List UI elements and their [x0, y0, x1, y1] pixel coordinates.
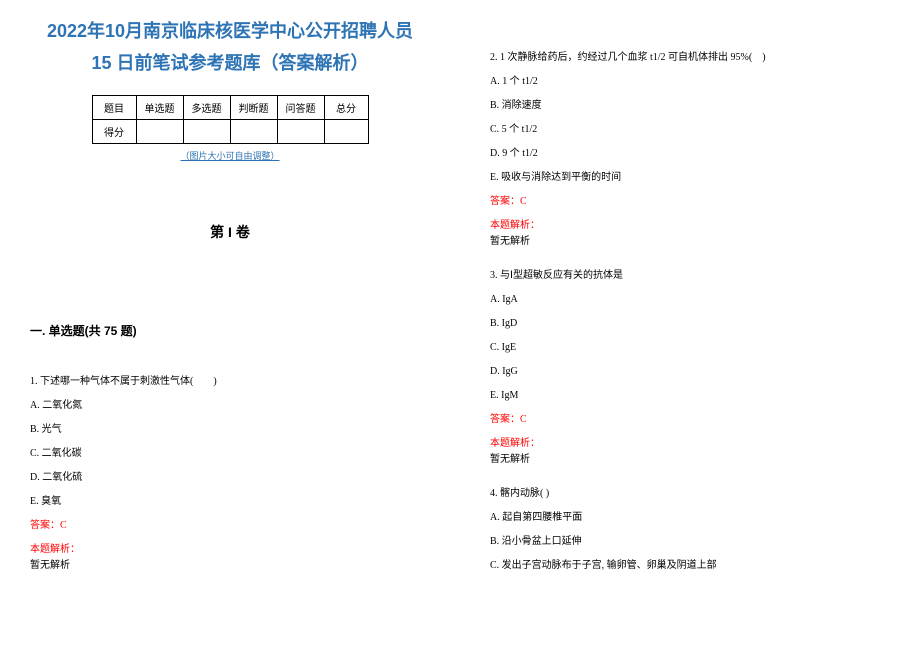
- section-heading: 一. 单选题(共 75 题): [30, 322, 430, 339]
- image-size-note: （图片大小可自由调整）: [30, 149, 430, 162]
- answer: 答案：C: [30, 518, 430, 534]
- question-block: 1. 下述哪一种气体不属于刺激性气体( ) A. 二氧化氮 B. 光气 C. 二…: [30, 374, 430, 574]
- score-th: 多选题: [183, 95, 230, 119]
- question-stem: 2. 1 次静脉给药后，约经过几个血浆 t1/2 可自机体排出 95%( ): [490, 50, 890, 66]
- score-table-header-row: 题目 单选题 多选题 判断题 问答题 总分: [92, 95, 368, 119]
- score-cell: [324, 119, 368, 143]
- option: A. 起自第四腰椎平面: [490, 510, 890, 526]
- option: B. IgD: [490, 316, 890, 332]
- option: D. 9 个 t1/2: [490, 146, 890, 162]
- question-stem: 3. 与Ⅰ型超敏反应有关的抗体是: [490, 268, 890, 284]
- analysis-label: 本题解析：: [490, 218, 890, 234]
- score-cell: [230, 119, 277, 143]
- analysis-body: 暂无解析: [30, 558, 430, 574]
- question-block: 4. 髂内动脉( ) A. 起自第四腰椎平面 B. 沿小骨盆上口延伸 C. 发出…: [490, 486, 890, 574]
- score-th: 判断题: [230, 95, 277, 119]
- option: C. IgE: [490, 340, 890, 356]
- volume-heading: 第 I 卷: [30, 222, 430, 242]
- analysis-body: 暂无解析: [490, 234, 890, 250]
- option: B. 沿小骨盆上口延伸: [490, 534, 890, 550]
- answer: 答案：C: [490, 194, 890, 210]
- question-stem: 1. 下述哪一种气体不属于刺激性气体( ): [30, 374, 430, 390]
- score-th: 单选题: [136, 95, 183, 119]
- option: B. 消除速度: [490, 98, 890, 114]
- option: E. 臭氧: [30, 494, 430, 510]
- column-right: 2. 1 次静脉给药后，约经过几个血浆 t1/2 可自机体排出 95%( ) A…: [460, 0, 920, 651]
- answer: 答案：C: [490, 412, 890, 428]
- option: A. 二氧化氮: [30, 398, 430, 414]
- analysis-label: 本题解析：: [490, 436, 890, 452]
- score-th: 问答题: [277, 95, 324, 119]
- question-stem: 4. 髂内动脉( ): [490, 486, 890, 502]
- option: A. 1 个 t1/2: [490, 74, 890, 90]
- page-title-line1: 2022年10月南京临床核医学中心公开招聘人员: [30, 15, 430, 47]
- score-th: 总分: [324, 95, 368, 119]
- option: E. 吸收与消除达到平衡的时间: [490, 170, 890, 186]
- option: C. 发出子宫动脉布于子宫, 输卵管、卵巢及阴道上部: [490, 558, 890, 574]
- option: C. 二氧化碳: [30, 446, 430, 462]
- score-table-value-row: 得分: [92, 119, 368, 143]
- option: A. IgA: [490, 292, 890, 308]
- option: E. IgM: [490, 388, 890, 404]
- score-cell: [183, 119, 230, 143]
- option: D. 二氧化硫: [30, 470, 430, 486]
- option: D. IgG: [490, 364, 890, 380]
- score-row-label: 得分: [92, 119, 136, 143]
- score-table: 题目 单选题 多选题 判断题 问答题 总分 得分: [92, 95, 369, 144]
- option: C. 5 个 t1/2: [490, 122, 890, 138]
- exam-page: 2022年10月南京临床核医学中心公开招聘人员 15 日前笔试参考题库（答案解析…: [0, 0, 920, 651]
- question-block: 3. 与Ⅰ型超敏反应有关的抗体是 A. IgA B. IgD C. IgE D.…: [490, 268, 890, 468]
- question-block: 2. 1 次静脉给药后，约经过几个血浆 t1/2 可自机体排出 95%( ) A…: [490, 50, 890, 250]
- analysis-label: 本题解析：: [30, 542, 430, 558]
- score-th: 题目: [92, 95, 136, 119]
- page-title-line2: 15 日前笔试参考题库（答案解析）: [30, 47, 430, 79]
- score-cell: [136, 119, 183, 143]
- column-left: 2022年10月南京临床核医学中心公开招聘人员 15 日前笔试参考题库（答案解析…: [0, 0, 460, 651]
- score-cell: [277, 119, 324, 143]
- option: B. 光气: [30, 422, 430, 438]
- analysis-body: 暂无解析: [490, 452, 890, 468]
